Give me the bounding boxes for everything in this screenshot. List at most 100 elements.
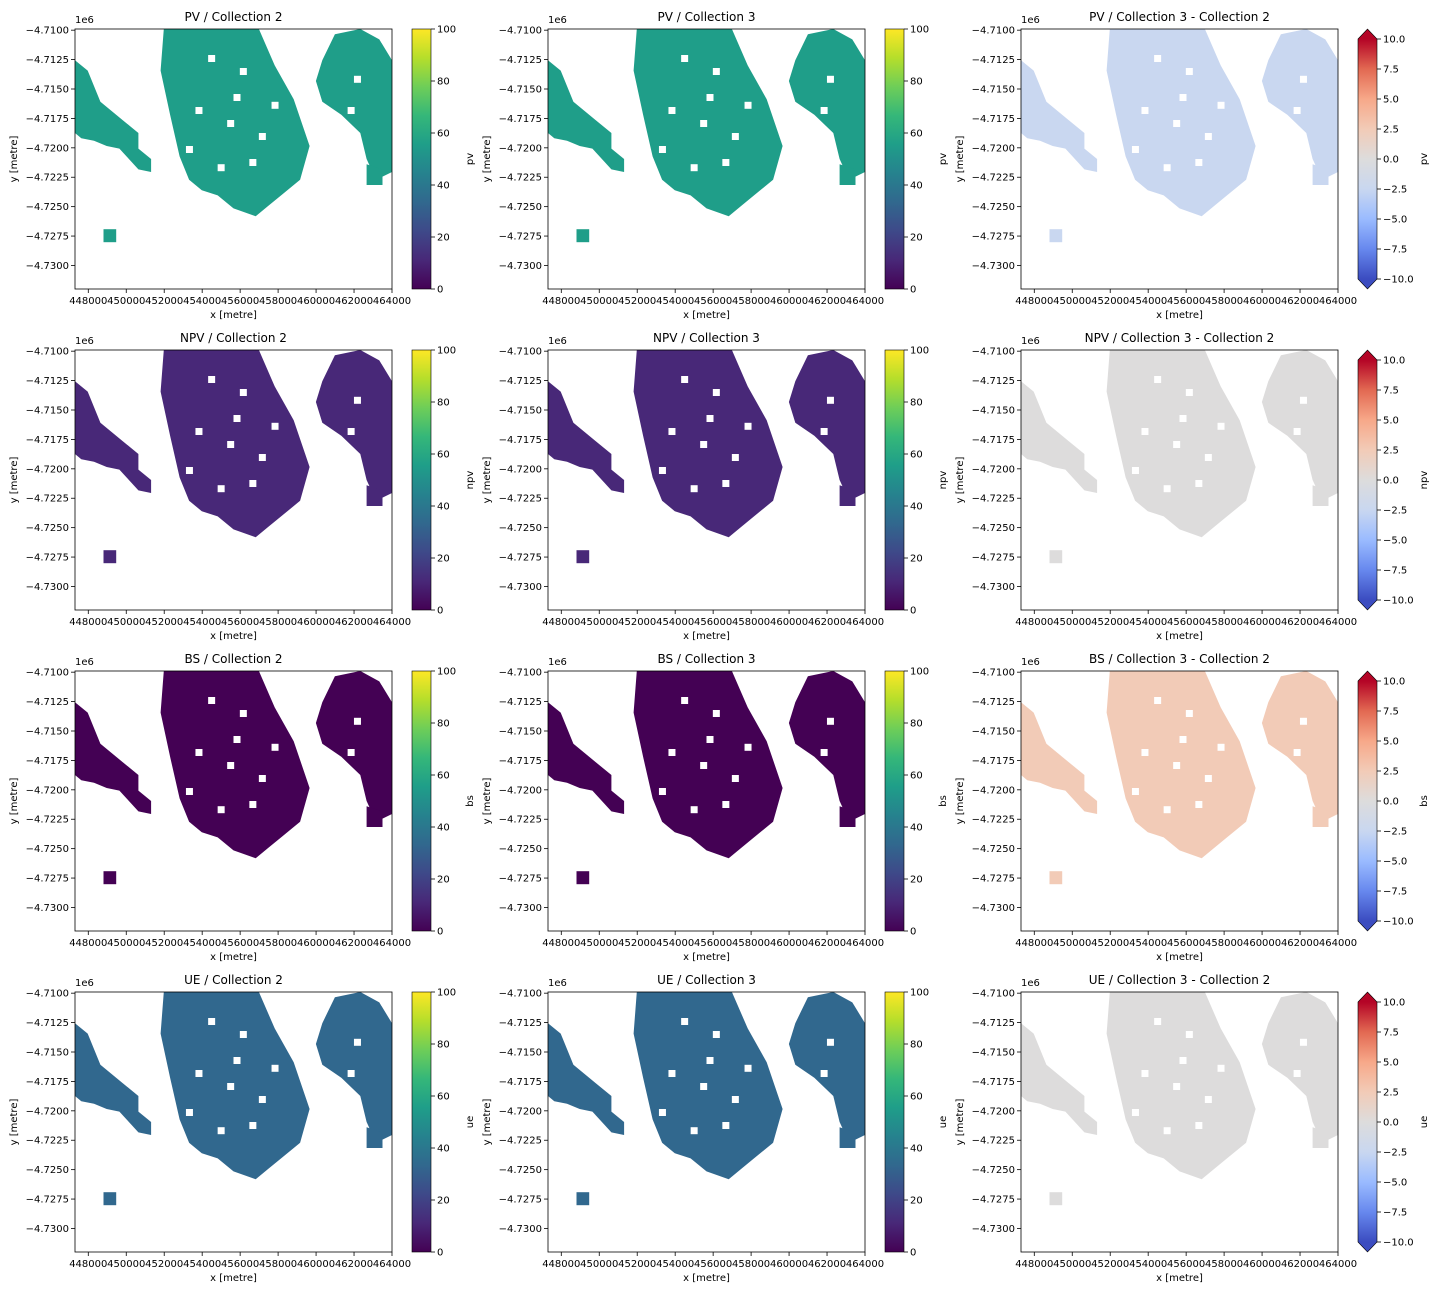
- data-region: [576, 229, 590, 243]
- x-axis-label: x [metre]: [1156, 310, 1203, 321]
- nodata-patch: [185, 467, 193, 474]
- colorbar-tick-label: 40: [437, 1144, 450, 1155]
- nodata-patch: [208, 1018, 216, 1025]
- y-offset-text: 1e6: [75, 657, 94, 668]
- nodata-patch: [208, 376, 216, 383]
- y-tick-label: −4.7200: [499, 785, 542, 796]
- nodata-patch: [1204, 775, 1212, 782]
- data-region: [1106, 350, 1256, 538]
- nodata-patch: [820, 1070, 828, 1077]
- y-tick-label: −4.7300: [499, 582, 542, 593]
- nodata-patch: [1141, 107, 1149, 114]
- x-axis-label: x [metre]: [683, 1273, 730, 1284]
- nodata-patch: [668, 749, 676, 756]
- x-tick-label: 464000: [1319, 617, 1357, 628]
- colorbar: [411, 349, 432, 611]
- data-region: [1261, 671, 1338, 822]
- nodata-patch: [233, 1057, 241, 1064]
- colorbar-extend-max: [1358, 671, 1377, 681]
- colorbar-tick-label: −10.0: [1383, 275, 1414, 286]
- x-tick-label: 452000: [1091, 617, 1129, 628]
- data-region: [366, 485, 383, 506]
- y-tick-label: −4.7275: [972, 1195, 1015, 1206]
- x-tick-label: 456000: [694, 617, 732, 628]
- nodata-patch: [249, 1122, 257, 1129]
- nodata-patch: [1131, 467, 1139, 474]
- panel-title: BS / Collection 2: [184, 652, 282, 666]
- y-tick-label: −4.7300: [499, 1224, 542, 1235]
- y-tick-label: −4.7175: [499, 1077, 542, 1088]
- x-tick-label: 464000: [373, 617, 411, 628]
- colorbar-tick-label: 0.0: [1383, 797, 1399, 808]
- nodata-patch: [1141, 428, 1149, 435]
- x-axis-label: x [metre]: [210, 952, 257, 963]
- y-tick-label: −4.7250: [26, 1165, 69, 1176]
- y-tick-label: −4.7175: [499, 435, 542, 446]
- x-tick-label: 458000: [1205, 617, 1243, 628]
- y-tick-label: −4.7175: [26, 114, 69, 125]
- y-tick-label: −4.7100: [26, 989, 69, 1000]
- data-region: [1106, 29, 1256, 217]
- y-axis-label: y [metre]: [955, 1099, 966, 1146]
- y-tick-label: −4.7300: [499, 903, 542, 914]
- nodata-patch: [227, 120, 235, 127]
- data-region: [1049, 871, 1063, 885]
- y-tick-label: −4.7125: [972, 376, 1015, 387]
- nodata-patch: [347, 428, 355, 435]
- y-axis-label: y [metre]: [9, 457, 20, 504]
- colorbar-tick-label: 40: [910, 502, 923, 513]
- nodata-patch: [195, 107, 203, 114]
- nodata-patch: [347, 749, 355, 756]
- x-tick-label: 460000: [770, 938, 808, 949]
- panel-title: NPV / Collection 3 - Collection 2: [1085, 331, 1275, 345]
- y-tick-label: −4.7125: [499, 1018, 542, 1029]
- colorbar-tick-label: 80: [910, 1040, 923, 1051]
- data-region: [788, 350, 865, 501]
- colorbar-tick-label: 20: [437, 1196, 450, 1207]
- y-tick-label: −4.7200: [499, 143, 542, 154]
- nodata-patch: [690, 806, 698, 814]
- data-region: [1021, 381, 1098, 493]
- x-tick-label: 448000: [69, 617, 107, 628]
- x-tick-label: 456000: [1167, 617, 1205, 628]
- data-region: [788, 29, 865, 180]
- nodata-patch: [1293, 428, 1301, 435]
- nodata-patch: [1195, 1122, 1203, 1129]
- colorbar-tick-label: −7.5: [1383, 887, 1407, 898]
- nodata-patch: [1154, 1018, 1162, 1025]
- nodata-patch: [233, 94, 241, 101]
- y-axis-label: y [metre]: [9, 1099, 20, 1146]
- x-tick-label: 464000: [1319, 1259, 1357, 1270]
- data-region: [160, 992, 310, 1180]
- x-tick-label: 454000: [656, 617, 694, 628]
- colorbar-tick-label: −7.5: [1383, 566, 1407, 577]
- colorbar-tick-label: 0: [437, 285, 443, 296]
- colorbar-tick-label: −2.5: [1383, 1148, 1407, 1159]
- panel-npv-0: NPV / Collection 2 448000 450000 452000 4540…: [9, 331, 476, 642]
- x-tick-label: 464000: [1319, 938, 1357, 949]
- y-tick-label: −4.7150: [26, 85, 69, 96]
- x-tick-label: 452000: [145, 1259, 183, 1270]
- y-tick-label: −4.7250: [26, 844, 69, 855]
- nodata-patch: [185, 146, 193, 153]
- y-tick-label: −4.7300: [26, 903, 69, 914]
- x-tick-label: 454000: [656, 1259, 694, 1270]
- colorbar-label: pv: [1419, 153, 1430, 165]
- colorbar-tick-label: 100: [910, 25, 929, 36]
- x-tick-label: 452000: [1091, 938, 1129, 949]
- data-region: [1049, 1192, 1063, 1206]
- data-region: [548, 1023, 625, 1135]
- y-tick-label: −4.7125: [972, 55, 1015, 66]
- nodata-patch: [1299, 1038, 1307, 1046]
- colorbar-tick-label: 10.0: [1383, 998, 1405, 1009]
- x-tick-label: 448000: [542, 617, 580, 628]
- x-tick-label: 448000: [69, 296, 107, 307]
- x-tick-label: 454000: [183, 938, 221, 949]
- nodata-patch: [227, 762, 235, 769]
- nodata-patch: [1185, 68, 1193, 75]
- colorbar-tick-label: 80: [910, 719, 923, 730]
- x-tick-label: 460000: [1243, 938, 1281, 949]
- y-tick-label: −4.7200: [972, 464, 1015, 475]
